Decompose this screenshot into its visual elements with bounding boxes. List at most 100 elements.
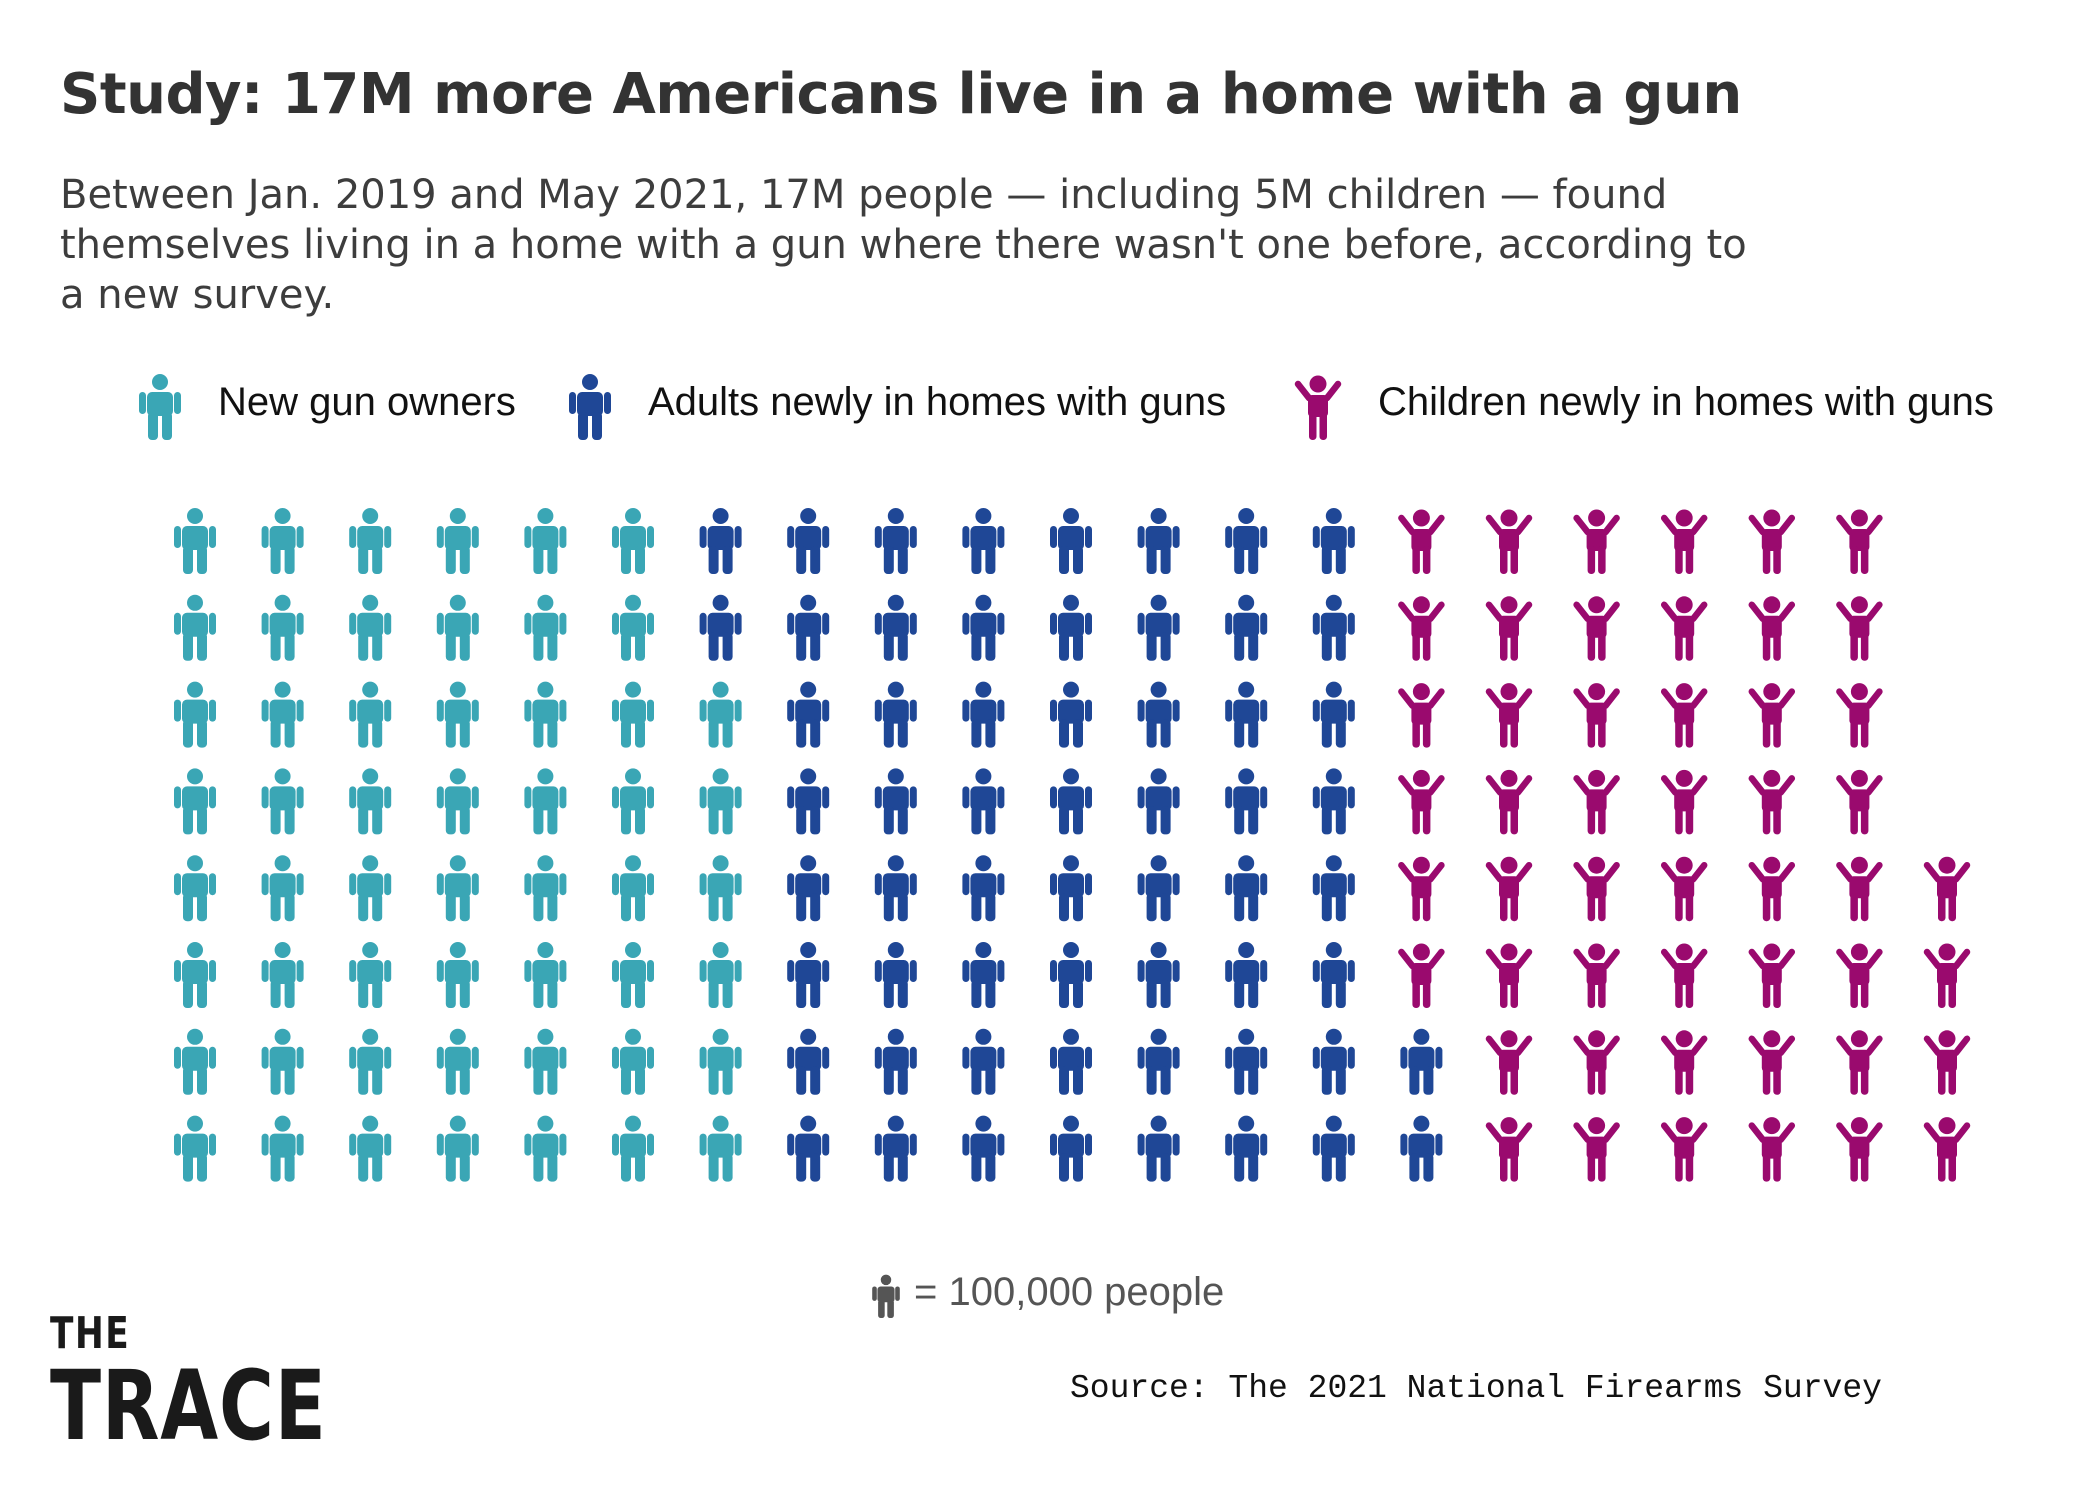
child-person-icon [1748,596,1796,661]
adult-person-icon [962,681,1005,748]
adult-person-icon [524,768,567,835]
adult-person-icon [1137,942,1180,1008]
child-person-icon [1660,596,1708,661]
adult-person-icon [1312,681,1355,748]
adult-person-icon [436,942,479,1008]
adult-person-icon [1050,681,1092,748]
child-person-icon [1398,683,1445,748]
adult-person-icon [524,855,567,922]
person-icon [872,1274,900,1318]
child-person-icon [1748,683,1796,748]
source-note: Source: The 2021 National Firearms Surve… [1070,1370,1882,1407]
adult-person-icon [436,855,479,922]
child-person-icon [1748,1030,1796,1095]
adult-person-icon [1400,1028,1443,1095]
adult-person-icon [1137,681,1180,748]
child-person-icon [1573,1117,1620,1182]
adult-person-icon [874,942,917,1008]
adult-person-icon [1312,1028,1355,1095]
adult-person-icon [699,1115,742,1182]
child-person-icon [1660,943,1708,1008]
legend-label-children: Children newly in homes with guns [1378,380,1994,424]
adult-person-icon [874,681,917,748]
adult-person-icon [1050,1028,1092,1095]
child-person-icon [1836,683,1883,748]
adult-person-icon [612,594,654,661]
child-person-icon [1748,1117,1796,1182]
adult-person-icon [1137,594,1180,661]
adult-person-icon [874,768,917,835]
adult-person-icon [1137,855,1180,922]
child-person-icon [1485,596,1533,661]
adult-person-icon [874,1028,917,1095]
adult-person-icon [1050,594,1092,661]
adult-person-icon [1050,942,1092,1008]
adult-person-icon [174,855,216,922]
adult-person-icon [1050,768,1092,835]
adult-person-icon [349,1115,392,1182]
adult-person-icon [1050,508,1092,574]
adult-person-icon [699,594,742,661]
adult-person-icon [1312,1115,1355,1182]
adult-person-icon [1225,681,1268,748]
adult-person-icon [1312,594,1355,661]
adult-person-icon [612,508,654,574]
adult-person-icon [524,594,567,661]
child-person-icon [1485,943,1533,1008]
adult-person-icon [874,1115,917,1182]
adult-person-icon [349,942,392,1008]
adult-person-icon [349,768,392,835]
adult-person-icon [962,1115,1005,1182]
adult-person-icon [787,855,830,922]
legend-label-new-gun-owners: New gun owners [218,380,516,424]
child-person-icon [1485,856,1533,922]
child-person-icon [1836,856,1883,922]
child-person-icon [1923,856,1971,922]
adult-person-icon [962,1028,1005,1095]
adult-person-icon [1225,1028,1268,1095]
child-person-icon [1398,769,1445,835]
adult-person-icon [524,1028,567,1095]
adult-person-icon [1137,1115,1180,1182]
adult-person-icon [1137,1028,1180,1095]
adult-person-icon [1225,594,1268,661]
child-person-icon [1485,769,1533,835]
adult-person-icon [699,855,742,922]
adult-person-icon [699,768,742,835]
child-person-icon [1748,856,1796,922]
adult-person-icon [962,855,1005,922]
adult-person-icon [612,855,654,922]
adult-person-icon [787,942,830,1008]
adult-person-icon [962,594,1005,661]
child-person-icon [1485,683,1533,748]
adult-person-icon [1312,508,1355,574]
adult-person-icon [962,508,1005,574]
adult-person-icon [174,942,216,1008]
adult-person-icon [1050,1115,1092,1182]
adult-person-icon [1225,942,1268,1008]
child-person-icon [1660,1030,1708,1095]
adult-person-icon [612,1028,654,1095]
child-person-icon [1836,596,1883,661]
adult-person-icon [261,942,304,1008]
adult-person-icon [261,681,304,748]
child-person-icon [1836,1117,1883,1182]
child-person-icon [1573,509,1620,574]
adult-person-icon [349,681,392,748]
adult-person-icon [524,508,567,574]
adult-person-icon [1312,942,1355,1008]
the-trace-logo: THE TRACE [50,1312,327,1455]
adult-person-icon [787,594,830,661]
adult-person-icon [612,942,654,1008]
adult-person-icon [1312,768,1355,835]
children-legend-icon [1294,375,1342,440]
adult-person-icon [874,855,917,922]
child-person-icon [1573,683,1620,748]
child-person-icon [1573,1030,1620,1095]
child-person-icon [1573,856,1620,922]
adult-person-icon [962,942,1005,1008]
child-person-icon [1660,509,1708,574]
child-person-icon [1836,509,1883,574]
adult-person-icon [436,1115,479,1182]
adult-person-icon [787,1028,830,1095]
